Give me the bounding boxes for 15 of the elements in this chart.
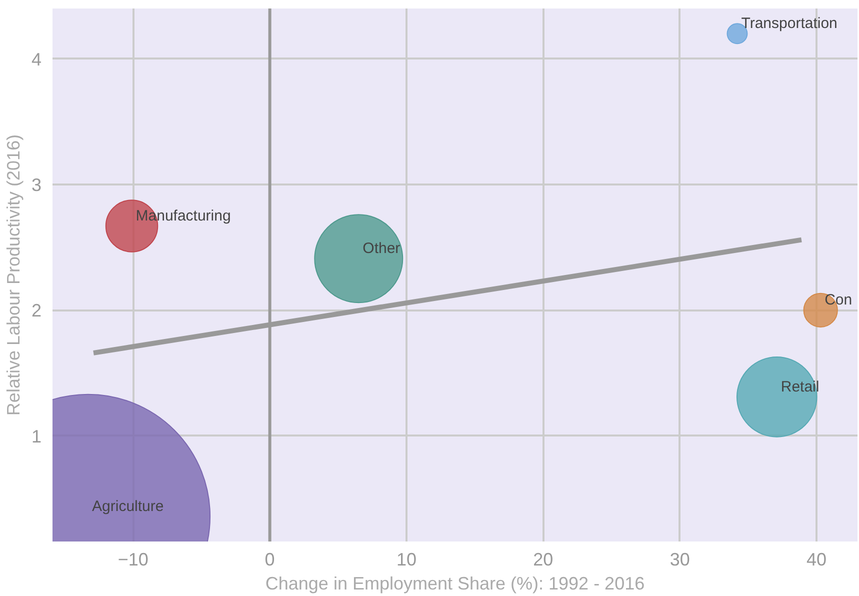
y-tick-label: 2 (31, 300, 42, 321)
y-tick-label: 1 (31, 426, 42, 446)
x-tick-label: 30 (670, 550, 690, 570)
x-tick-label: 0 (264, 550, 275, 570)
x-tick-label: 20 (533, 550, 554, 570)
x-tick-label: 10 (396, 550, 416, 570)
series-label: Transportation (741, 15, 838, 32)
series-label: Agriculture (92, 498, 164, 515)
y-axis-title: Relative Labour Productivity (2016) (3, 134, 24, 416)
series-label: Other (362, 240, 400, 258)
y-tick-label: 3 (31, 174, 42, 195)
x-tick-label: −10 (118, 550, 148, 570)
x-tick-label: 40 (806, 550, 827, 570)
x-axis-title: Change in Employment Share (%): 1992 - 2016 (265, 574, 645, 594)
y-tick-label: 4 (31, 49, 42, 70)
